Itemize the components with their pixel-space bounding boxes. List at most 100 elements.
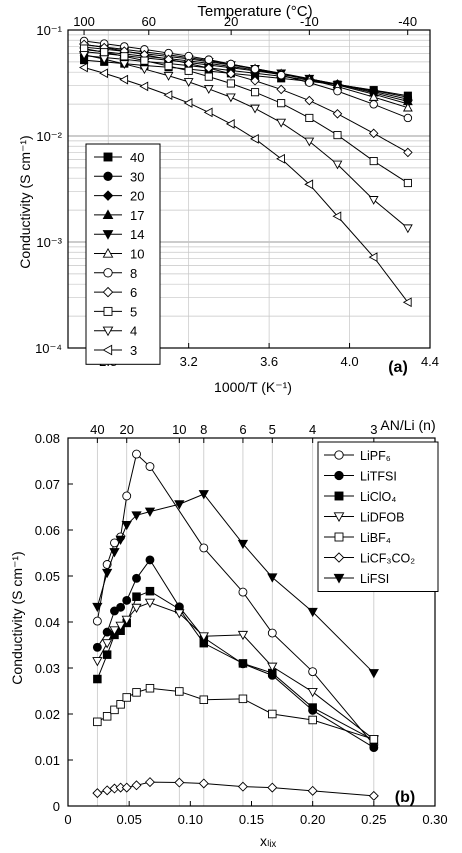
legend-label: 3 bbox=[130, 343, 137, 358]
y-tick-label: 0 bbox=[53, 799, 60, 814]
data-point bbox=[109, 626, 120, 636]
data-point bbox=[102, 712, 112, 721]
y-tick-label: 10⁻¹ bbox=[36, 23, 62, 38]
legend-label: 17 bbox=[130, 208, 144, 223]
data-point bbox=[226, 79, 235, 88]
data-point bbox=[102, 639, 113, 649]
data-point bbox=[276, 118, 287, 128]
legend-box bbox=[85, 143, 161, 365]
data-point bbox=[102, 650, 112, 659]
data-point bbox=[121, 615, 132, 625]
data-point bbox=[139, 81, 149, 92]
data-point bbox=[109, 548, 120, 558]
data-point bbox=[120, 52, 129, 61]
data-point bbox=[307, 785, 318, 796]
data-point bbox=[403, 113, 413, 123]
data-point bbox=[131, 511, 142, 521]
data-point bbox=[122, 693, 131, 702]
data-point bbox=[115, 621, 126, 631]
legend-marker bbox=[103, 268, 113, 278]
data-point bbox=[144, 598, 156, 608]
data-point bbox=[238, 587, 248, 597]
x-tick-label: 4.0 bbox=[341, 354, 359, 369]
legend-marker bbox=[333, 512, 345, 523]
data-point bbox=[144, 507, 156, 517]
data-point bbox=[267, 662, 278, 672]
data-point bbox=[198, 778, 209, 789]
legend-label: 4 bbox=[130, 324, 137, 339]
data-point bbox=[249, 133, 259, 144]
data-point bbox=[204, 55, 214, 64]
data-point bbox=[237, 539, 249, 550]
data-point bbox=[116, 602, 126, 612]
panel-a-top-axis-title: Temperature (°C) bbox=[197, 3, 312, 20]
top-tick-label: -10 bbox=[300, 14, 319, 29]
data-point bbox=[198, 632, 209, 642]
top-tick-label: 8 bbox=[200, 422, 207, 437]
data-point bbox=[305, 113, 314, 123]
legend-marker bbox=[103, 152, 113, 162]
data-point bbox=[199, 695, 209, 704]
data-point bbox=[132, 592, 141, 601]
y-tick-label: 0.01 bbox=[35, 753, 60, 768]
data-point bbox=[144, 777, 155, 788]
legend-marker bbox=[334, 532, 344, 542]
data-point bbox=[79, 62, 88, 73]
y-tick-label: 10⁻³ bbox=[36, 235, 62, 250]
data-point bbox=[198, 490, 209, 500]
series-line-LiClO₄ bbox=[96, 590, 375, 741]
y-tick-label: 0.05 bbox=[35, 569, 60, 584]
data-point bbox=[102, 627, 112, 637]
data-point bbox=[238, 659, 248, 668]
data-point bbox=[333, 86, 342, 96]
data-point bbox=[368, 196, 379, 205]
legend-marker bbox=[333, 552, 345, 563]
data-point bbox=[204, 63, 214, 73]
x-tick-label: 0.25 bbox=[361, 812, 386, 827]
legend-marker bbox=[333, 573, 345, 584]
data-point bbox=[307, 687, 318, 698]
data-point bbox=[308, 667, 318, 677]
data-point bbox=[304, 179, 314, 190]
top-tick-label: 100 bbox=[73, 14, 95, 29]
y-tick-label: 0.06 bbox=[35, 523, 60, 538]
legend-label: LiClO₄ bbox=[360, 490, 396, 504]
x-tick-label: 0.20 bbox=[300, 812, 325, 827]
data-point bbox=[368, 252, 378, 263]
data-point bbox=[226, 69, 236, 79]
x-tick-label: 3.2 bbox=[180, 354, 198, 369]
data-point bbox=[237, 630, 249, 641]
legend-label: LiDFOB bbox=[360, 511, 404, 525]
data-point bbox=[369, 743, 379, 753]
data-point bbox=[119, 74, 129, 85]
data-point bbox=[183, 98, 193, 108]
x-tick-label: 0.30 bbox=[422, 812, 447, 827]
data-point bbox=[250, 64, 260, 74]
top-tick-label: 4 bbox=[309, 422, 316, 437]
legend-label: LiTFSI bbox=[360, 470, 397, 484]
data-point bbox=[99, 68, 108, 79]
y-tick-label: 0.03 bbox=[35, 661, 60, 676]
panel-b-y-axis-title: Conductivity (S cm⁻¹) bbox=[9, 551, 25, 684]
data-point bbox=[403, 147, 413, 158]
data-point bbox=[174, 609, 185, 619]
y-tick-label: 0.07 bbox=[35, 477, 60, 492]
data-point bbox=[277, 99, 286, 108]
data-point bbox=[131, 780, 142, 791]
legend-label: 14 bbox=[130, 227, 144, 242]
data-point bbox=[184, 66, 193, 75]
data-point bbox=[267, 628, 277, 638]
data-point bbox=[304, 137, 315, 147]
data-point bbox=[145, 462, 155, 471]
data-point bbox=[92, 657, 103, 667]
legend-marker bbox=[102, 247, 114, 258]
data-point bbox=[115, 535, 126, 545]
top-tick-label: 40 bbox=[90, 422, 104, 437]
data-point bbox=[163, 72, 174, 81]
data-point bbox=[369, 157, 378, 166]
legend-label: LiPF₆ bbox=[360, 449, 391, 463]
data-point bbox=[204, 72, 213, 81]
y-tick-label: 10⁻² bbox=[36, 129, 62, 144]
data-point bbox=[92, 642, 102, 652]
